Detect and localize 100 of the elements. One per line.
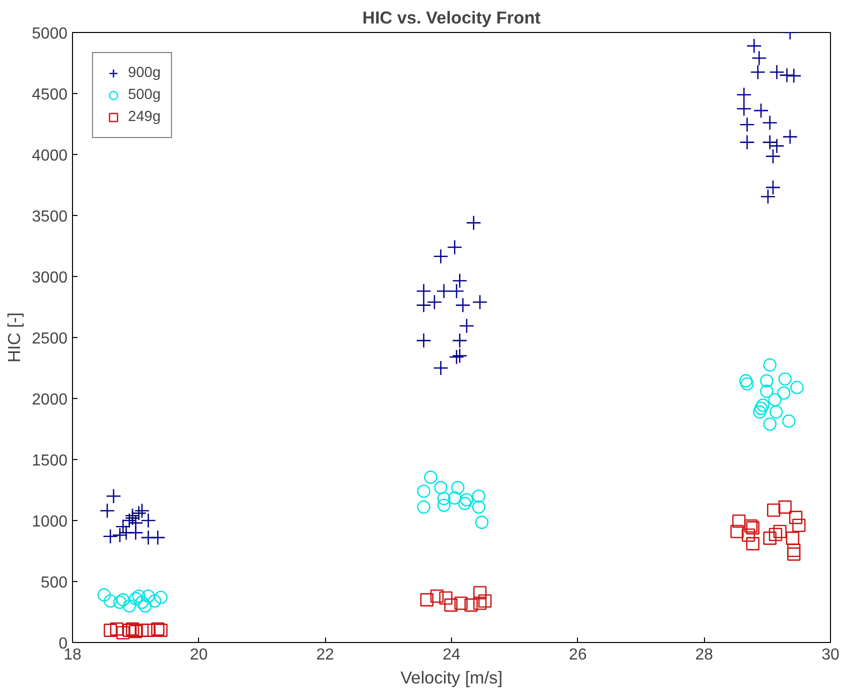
point: [787, 544, 801, 558]
point: [751, 50, 767, 66]
y-tick-label: 5000: [32, 26, 68, 42]
point: [116, 626, 130, 640]
point: [792, 518, 806, 532]
point: [768, 393, 782, 406]
y-axis-title: HIC [-]: [4, 312, 24, 363]
point: [439, 591, 452, 605]
point: [760, 374, 774, 388]
point: [452, 332, 468, 348]
point: [452, 273, 468, 288]
point: [472, 294, 488, 310]
point: [763, 417, 777, 431]
point: [472, 489, 486, 503]
y-tick-label: 1000: [32, 514, 68, 530]
point: [142, 590, 155, 603]
point: [135, 596, 149, 609]
point: [779, 68, 795, 83]
point: [790, 380, 804, 394]
point: [740, 377, 754, 390]
point: [769, 64, 784, 80]
point: [437, 492, 451, 506]
point: [746, 38, 762, 54]
y-tick-label: 500: [40, 574, 68, 592]
point: [782, 129, 798, 144]
point: [778, 500, 792, 514]
point: [763, 358, 777, 372]
point: [763, 532, 777, 545]
point: [765, 148, 781, 164]
point: [773, 524, 787, 538]
point: [100, 503, 115, 518]
point: [433, 360, 448, 376]
point: [106, 488, 122, 504]
point: [782, 414, 796, 428]
y-tick-label: 3500: [32, 208, 68, 226]
point: [753, 405, 766, 419]
point: [154, 624, 168, 637]
point: [104, 594, 118, 608]
point: [116, 593, 130, 606]
point: [730, 524, 744, 538]
point: [460, 493, 474, 506]
point: [787, 547, 801, 561]
point: [154, 590, 168, 604]
point: [97, 588, 111, 602]
point: [769, 138, 784, 154]
point: [746, 537, 760, 550]
x-tick-label: 28: [695, 646, 714, 664]
point: [104, 624, 118, 637]
point: [739, 134, 755, 150]
point: [433, 248, 448, 264]
point: [135, 624, 149, 637]
point: [739, 374, 753, 388]
point: [128, 525, 144, 540]
point: [756, 398, 770, 412]
chart-title: HIC vs. Velocity Front: [362, 8, 541, 28]
y-tick-label: 2000: [32, 392, 68, 408]
point: [148, 594, 162, 608]
legend-label: 249g: [128, 109, 161, 125]
x-axis-title: Velocity [m/s]: [400, 668, 503, 688]
point: [768, 528, 782, 542]
point: [753, 102, 769, 118]
point: [451, 480, 464, 494]
point: [110, 622, 124, 636]
point: [436, 283, 452, 299]
point: [452, 348, 468, 364]
point: [750, 64, 766, 80]
point: [789, 510, 802, 524]
point: [732, 514, 746, 528]
point: [140, 512, 156, 528]
point: [778, 372, 792, 386]
x-tick-label: 26: [568, 646, 587, 664]
point: [742, 528, 756, 542]
point: [129, 624, 142, 638]
point: [786, 68, 802, 84]
point: [138, 599, 152, 613]
point: [754, 402, 768, 415]
point: [473, 596, 487, 610]
point: [767, 503, 780, 517]
y-tick-label: 1500: [32, 452, 68, 470]
x-tick-label: 22: [316, 646, 334, 664]
point: [416, 298, 432, 313]
point: [473, 586, 487, 600]
point: [739, 116, 755, 132]
legend-label: 900g: [128, 65, 161, 81]
point: [122, 624, 136, 637]
point: [426, 294, 442, 310]
point: [112, 527, 128, 543]
y-tick-label: 4500: [32, 86, 68, 104]
point: [736, 101, 752, 116]
point: [132, 590, 146, 603]
point: [762, 115, 778, 130]
point: [478, 594, 492, 608]
point: [126, 622, 140, 636]
point: [770, 405, 783, 419]
point: [459, 318, 474, 334]
point: [437, 498, 451, 512]
y-tick-label: 3000: [32, 270, 68, 286]
point: [416, 283, 432, 299]
x-tick-label: 20: [190, 646, 208, 664]
legend-label: 500g: [128, 87, 161, 103]
